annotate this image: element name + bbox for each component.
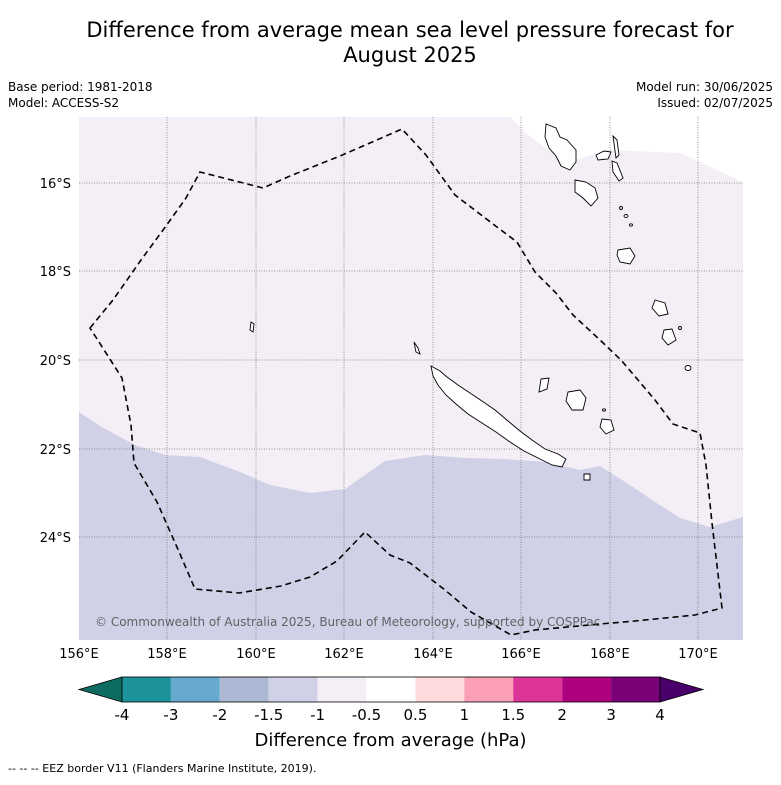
lon-label: 160°E xyxy=(236,647,276,662)
colorbar-title: Difference from average (hPa) xyxy=(254,730,527,751)
colorbar-extend-low xyxy=(77,676,123,703)
colorbar-segment xyxy=(366,677,416,702)
colorbar-tick-label: 1 xyxy=(460,706,470,724)
new-caledonia-island xyxy=(430,365,567,468)
islet-c xyxy=(619,206,623,210)
colorbar-tick-label: -3 xyxy=(163,706,178,724)
north-white-area xyxy=(510,117,743,182)
colorbar-segment xyxy=(122,677,171,702)
loyalty-lifou xyxy=(565,389,587,411)
vanuatu-ambae xyxy=(595,150,612,161)
loyalty-ouvea xyxy=(538,377,550,393)
grid-lines xyxy=(79,117,743,640)
lon-label: 162°E xyxy=(324,647,364,662)
colorbar xyxy=(77,676,705,703)
colorbar-tick-label: 3 xyxy=(606,706,616,724)
lower-anomaly-band xyxy=(79,412,743,640)
vanuatu-tanna xyxy=(651,299,669,317)
lon-label: 158°E xyxy=(147,647,187,662)
colorbar-segment xyxy=(464,677,514,702)
vanuatu-maewo xyxy=(612,134,620,159)
lon-label: 166°E xyxy=(501,647,541,662)
lon-label: 170°E xyxy=(678,647,718,662)
model-text: Model: ACCESS-S2 xyxy=(8,96,120,110)
vanuatu-pentecost xyxy=(611,160,624,182)
lon-axis-labels: 156°E 158°E 160°E 162°E 164°E 166°E 168°… xyxy=(59,647,718,662)
colorbar-segment xyxy=(513,677,563,702)
vanuatu-malekula xyxy=(574,179,599,207)
eez-border xyxy=(89,128,723,636)
islet-b xyxy=(629,223,633,227)
lon-label: 164°E xyxy=(413,647,453,662)
issued-text: Issued: 02/07/2025 xyxy=(657,96,773,110)
colorbar-segment xyxy=(268,677,318,702)
colorbar-tick-label: -1.5 xyxy=(254,706,283,724)
colorbar-tick-label: 2 xyxy=(557,706,567,724)
vanuatu-efate xyxy=(616,247,636,265)
coastlines xyxy=(249,123,692,481)
matthew-island xyxy=(684,365,692,371)
eez-legend-footnote: -- -- -- EEZ border V11 (Flanders Marine… xyxy=(8,762,317,775)
colorbar-tick-label: -2 xyxy=(212,706,227,724)
meta-left: Base period: 1981-2018 Model: ACCESS-S2 xyxy=(8,79,153,111)
islet-d xyxy=(602,408,606,412)
isle-of-pines xyxy=(583,473,591,481)
colorbar-tick-label: -4 xyxy=(115,706,130,724)
colorbar-segment xyxy=(317,677,367,702)
chesterfield-islet xyxy=(249,321,255,333)
islet-e xyxy=(678,326,682,330)
lat-label: 22°S xyxy=(40,443,71,458)
colorbar-segment xyxy=(415,677,465,702)
colorbar-frame xyxy=(121,676,661,703)
colorbar-tick-label: -1 xyxy=(310,706,325,724)
map-plot: © Commonwealth of Australia 2025, Bureau… xyxy=(79,117,743,640)
title-line-2: August 2025 xyxy=(343,43,477,67)
lon-label: 168°E xyxy=(590,647,630,662)
lat-label: 18°S xyxy=(40,265,71,280)
colorbar-tick-label: 1.5 xyxy=(501,706,525,724)
meta-right: Model run: 30/06/2025 Issued: 02/07/2025 xyxy=(636,79,773,111)
belep-islands xyxy=(413,341,421,355)
vanuatu-espiritu-santo xyxy=(544,123,577,171)
colorbar-tick-label: 4 xyxy=(655,706,665,724)
colorbar-segment xyxy=(611,677,660,702)
colorbar-tick-label: 0.5 xyxy=(404,706,428,724)
lat-label: 24°S xyxy=(40,531,71,546)
colorbar-tick-label: -0.5 xyxy=(352,706,381,724)
colorbar-extend-high xyxy=(659,676,705,703)
base-period-text: Base period: 1981-2018 xyxy=(8,80,153,94)
colorbar-segment xyxy=(219,677,269,702)
islet-a xyxy=(623,214,629,218)
lon-label: 156°E xyxy=(59,647,99,662)
chart-title: Difference from average mean sea level p… xyxy=(40,18,780,68)
colorbar-tick-labels: -4 -3 -2 -1.5 -1 -0.5 0.5 1 1.5 2 3 4 xyxy=(115,706,665,724)
lat-axis-labels: 16°S 18°S 20°S 22°S 24°S xyxy=(40,177,71,546)
vanuatu-erromango xyxy=(661,328,677,346)
title-line-1: Difference from average mean sea level p… xyxy=(86,18,734,42)
loyalty-mare xyxy=(599,418,615,435)
copyright-text: © Commonwealth of Australia 2025, Bureau… xyxy=(95,615,600,629)
colorbar-segment xyxy=(170,677,220,702)
lat-label: 16°S xyxy=(40,177,71,192)
model-run-text: Model run: 30/06/2025 xyxy=(635,80,773,94)
colorbar-segment xyxy=(562,677,612,702)
lat-label: 20°S xyxy=(40,354,71,369)
